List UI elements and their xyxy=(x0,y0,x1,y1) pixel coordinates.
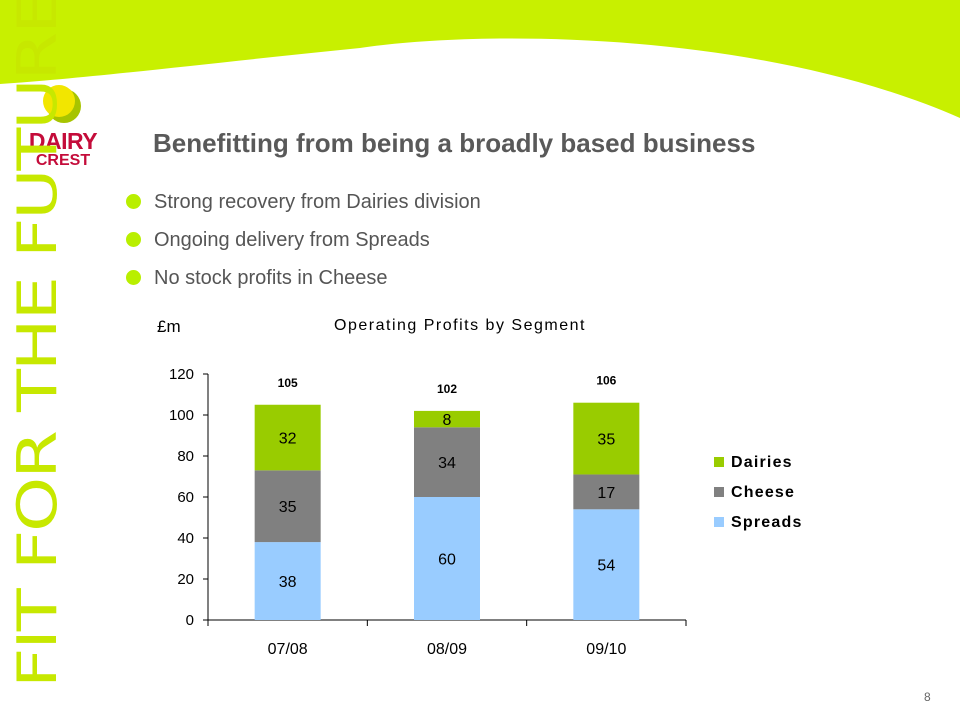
data-label: 35 xyxy=(597,432,615,449)
y-tick-label: 80 xyxy=(177,448,194,465)
y-axis-label: £m xyxy=(157,317,181,336)
data-label: 17 xyxy=(597,485,615,502)
x-tick-label: 09/10 xyxy=(586,641,626,658)
data-label: 54 xyxy=(597,558,615,575)
y-tick-label: 60 xyxy=(177,489,194,506)
y-tick-label: 100 xyxy=(169,407,194,424)
top-accent-band xyxy=(0,0,960,118)
legend-swatch-cheese xyxy=(714,487,724,497)
bullet-dot-icon xyxy=(126,270,141,285)
logo-sun-icon xyxy=(43,85,81,123)
data-label: 8 xyxy=(443,412,452,429)
y-tick-label: 0 xyxy=(186,612,194,629)
slide-title: Benefitting from being a broadly based b… xyxy=(153,128,756,158)
legend-swatch-dairies xyxy=(714,457,724,467)
y-tick-label: 20 xyxy=(177,571,194,588)
bar-segment-spreads xyxy=(414,497,480,620)
bar-segment-spreads xyxy=(254,542,321,620)
y-tick-label: 120 xyxy=(169,366,194,383)
legend-swatch-spreads xyxy=(714,517,724,527)
data-label: 32 xyxy=(279,431,297,448)
y-tick-label: 40 xyxy=(177,530,194,547)
bar-segment-cheese xyxy=(573,474,640,510)
total-label: 102 xyxy=(437,382,457,396)
page-number: 8 xyxy=(924,690,931,704)
bar-segment-cheese xyxy=(414,427,480,497)
bullet-item: Ongoing delivery from Spreads xyxy=(126,226,481,264)
legend-label: Cheese xyxy=(731,484,795,501)
logo-text-line2: CREST xyxy=(35,152,91,169)
data-label: 35 xyxy=(279,499,297,516)
bar-segment-dairies xyxy=(254,404,321,471)
data-label: 34 xyxy=(438,455,456,472)
bullet-dot-icon xyxy=(126,232,141,247)
bar-segment-dairies xyxy=(573,402,640,475)
x-tick-label: 07/08 xyxy=(268,641,308,658)
legend-label: Spreads xyxy=(731,514,803,531)
legend-label: Dairies xyxy=(731,454,793,471)
bar-segment-spreads xyxy=(573,509,640,620)
bullet-list: Strong recovery from Dairies division On… xyxy=(126,188,481,302)
bullet-text: Ongoing delivery from Spreads xyxy=(154,229,430,251)
bullet-text: Strong recovery from Dairies division xyxy=(154,191,481,213)
data-label: 38 xyxy=(279,574,297,591)
total-label: 106 xyxy=(596,374,616,388)
bullet-item: Strong recovery from Dairies division xyxy=(126,188,481,226)
x-tick-label: 08/09 xyxy=(427,641,467,658)
total-label: 105 xyxy=(278,376,298,390)
logo-text-line1: DAIRY xyxy=(28,128,98,154)
dairy-crest-logo: DAIRY CREST xyxy=(18,82,108,182)
bullet-dot-icon xyxy=(126,194,141,209)
bullet-text: No stock profits in Cheese xyxy=(154,267,388,289)
data-label: 60 xyxy=(438,552,456,569)
bullet-item: No stock profits in Cheese xyxy=(126,264,481,302)
bar-segment-cheese xyxy=(254,470,321,543)
bar-segment-dairies xyxy=(414,410,480,428)
chart-title: Operating Profits by Segment xyxy=(334,317,586,334)
